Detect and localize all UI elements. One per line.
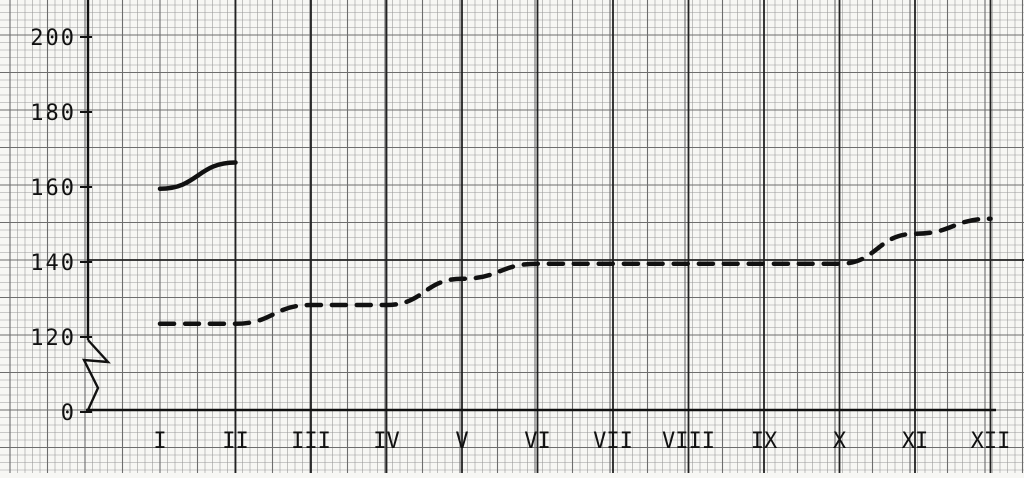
x-tick-label: VIII <box>662 429 715 454</box>
y-tick-label: 180 <box>30 101 76 126</box>
x-tick-label: IX <box>751 429 778 454</box>
x-tick-label: XI <box>902 429 929 454</box>
x-tick-label: VII <box>593 429 633 454</box>
y-tick-label: 160 <box>30 176 76 201</box>
x-tick-label: VI <box>524 429 551 454</box>
x-tick-label: I <box>153 429 166 454</box>
x-tick-label: V <box>455 429 468 454</box>
x-tick-label: XII <box>971 429 1011 454</box>
x-tick-label: III <box>291 429 331 454</box>
y-tick-label: 200 <box>30 26 76 51</box>
x-tick-label: X <box>833 429 847 454</box>
y-tick-label: 0 <box>61 401 76 426</box>
x-tick-label: II <box>222 429 249 454</box>
x-tick-label: IV <box>373 429 400 454</box>
y-tick-label: 120 <box>30 326 76 351</box>
y-tick-label: 140 <box>30 251 76 276</box>
